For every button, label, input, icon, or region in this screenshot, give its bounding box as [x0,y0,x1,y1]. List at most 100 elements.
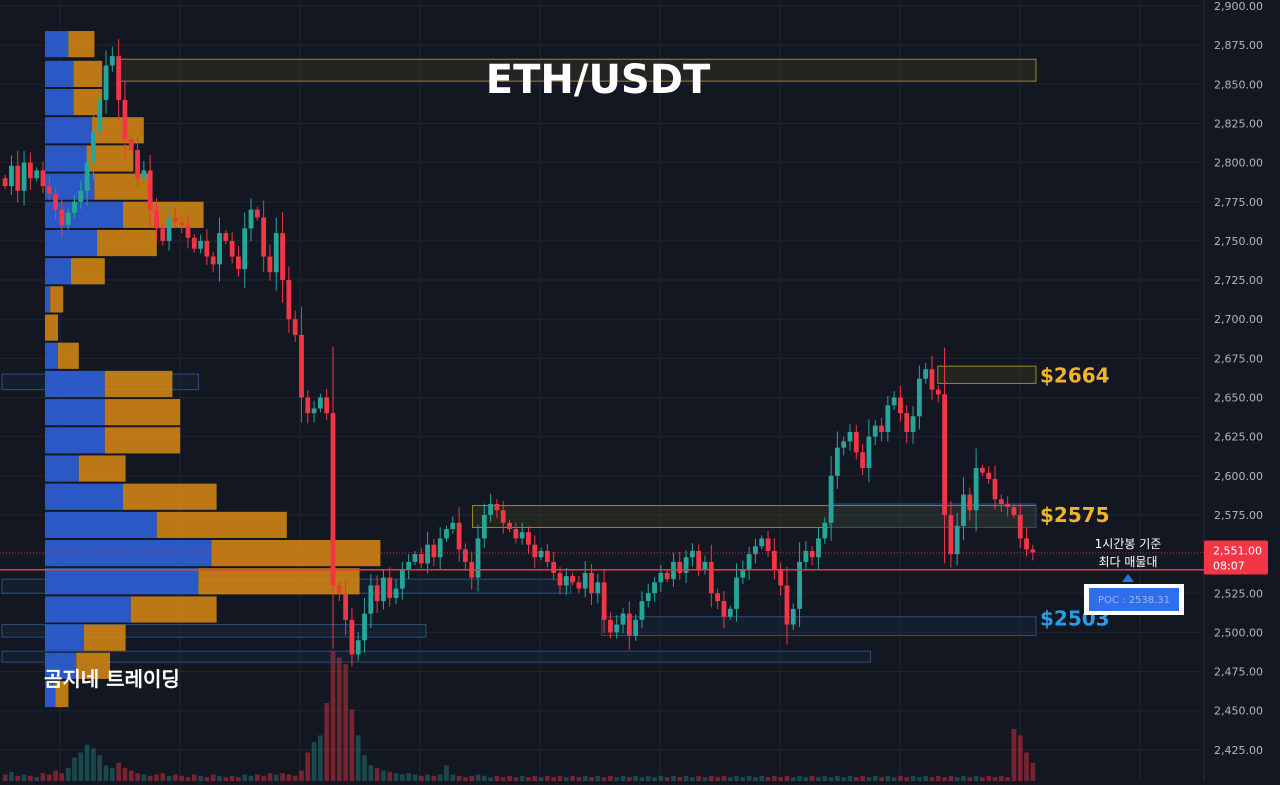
volume-bar [368,765,374,781]
candle-body [286,280,292,320]
volume-bar [519,775,525,781]
candle-body [494,503,500,511]
volume-profile-sell-bar [156,511,287,539]
volume-bar [929,777,935,781]
candle-body [513,529,519,539]
volume-bar [595,775,601,781]
candle-body [292,319,298,335]
y-tick-label: 2,600.00 [1214,470,1263,483]
candle-body [217,233,222,265]
volume-bar [267,773,273,781]
candle-body [1005,503,1011,508]
volume-profile-sell-bar [76,652,110,679]
poc-note-line-2: 최다 매물대 [1098,555,1157,569]
candle-body [809,550,815,558]
candle-body [210,256,216,265]
candle-body [803,550,809,562]
candle-body [734,577,739,609]
candle-body [645,593,651,602]
candle-body [746,554,752,570]
volume-bar [828,777,834,781]
volume-bar [526,777,531,781]
candlesticks[interactable] [2,39,1036,667]
volume-bar [532,775,538,781]
level-label-2664: $2664 [1040,364,1110,388]
candle-body [318,397,323,409]
candle-body [507,522,512,530]
volume-profile-buy-bar [45,455,79,482]
candle-body [72,201,77,213]
candle-body [425,544,430,564]
candle-body [362,613,367,641]
poc-box[interactable]: POC : 2538.31 [1084,584,1184,615]
y-tick-label: 2,900.00 [1214,0,1263,13]
volume-bar [349,709,355,781]
volume-bar [734,775,739,781]
volume-profile-sell-bar [84,624,126,651]
volume-bar [286,774,292,781]
volume-bar [425,774,430,781]
volume-bar [721,775,727,781]
candle-body [374,585,380,602]
candle-body [916,378,922,417]
volume-profile-sell-bar [123,483,217,510]
volume-bar [620,775,626,781]
volume-profile-buy-bar [45,258,71,285]
candle-body [954,525,960,555]
volume-profile-sell-bar [58,342,79,369]
volume-bars [2,651,1036,781]
volume-bar [746,775,752,781]
volume-bar [481,775,487,781]
volume-bar [708,775,714,781]
volume-bar [343,664,348,781]
candle-body [708,561,714,594]
volume-bar [166,775,172,781]
volume-bar [475,774,481,781]
candle-body [891,397,897,406]
volume-bar [992,777,998,781]
candle-body [273,233,279,273]
volume-profile-buy-bar [45,596,131,623]
volume-bar [797,775,802,781]
volume-bar [570,775,575,781]
price-axis[interactable]: 2,900.00 2,875.00 2,850.00 2,825.00 2,800.00… [1214,0,1263,757]
volume-bar [822,775,828,781]
volume-profile-buy-bar [45,370,105,398]
candle-body [456,522,462,550]
volume-bar [803,777,809,781]
volume-bar [576,777,582,781]
volume-profile-sell-bar [104,427,181,454]
volume-bar [935,775,941,781]
volume-profile [45,31,381,708]
volume-profile-buy-bar [45,145,87,172]
candle-body [135,150,140,179]
volume-bar [727,777,733,781]
volume-bar [608,775,613,781]
volume-bar [771,775,777,781]
zone-box [1,650,872,663]
candle-body [381,577,386,602]
volume-bar [53,770,58,781]
volume-bar [998,775,1004,781]
level-label-2575: $2575 [1040,503,1110,527]
candle-body [551,561,557,573]
volume-bar [715,777,720,781]
candle-body [267,256,273,273]
candle-body [702,561,708,570]
candle-body [759,538,765,547]
volume-profile-buy-bar [45,31,69,58]
candle-body [128,139,134,151]
volume-bar [601,777,607,781]
volume-profile-buy-bar [45,286,51,313]
volume-bar [923,775,929,781]
volume-profile-buy-bar [45,511,157,539]
volume-bar [116,762,121,781]
volume-bar [942,777,947,781]
y-tick-label: 2,525.00 [1214,587,1263,600]
volume-bar [40,773,46,781]
candle-body [305,397,311,414]
volume-bar [589,777,594,781]
volume-bar [280,773,285,781]
candle-body [343,593,349,620]
